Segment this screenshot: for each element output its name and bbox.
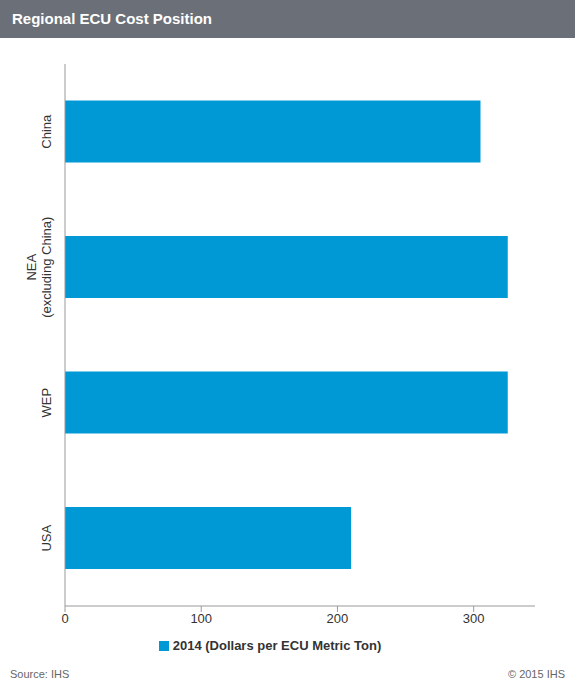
html-text:2014 (Dollars per ECU Metric T: 2014 (Dollars per ECU Metric Ton) [172,638,382,653]
svg-text:0: 0 [61,611,68,626]
svg-text:NEA(excluding China): NEA(excluding China) [24,217,54,318]
svg-text:USA: USA [39,525,54,552]
svg-text:200: 200 [327,611,349,626]
svg-text:300: 300 [463,611,485,626]
html-text:© 2015 IHS: © 2015 IHS [508,668,565,680]
svg-text:WEP: WEP [39,388,54,418]
html-text:Regional ECU Cost Position: Regional ECU Cost Position [12,10,212,27]
svg-text:China: China [39,114,54,149]
svg-text:100: 100 [190,611,212,626]
html-text:Source: IHS: Source: IHS [10,668,70,680]
